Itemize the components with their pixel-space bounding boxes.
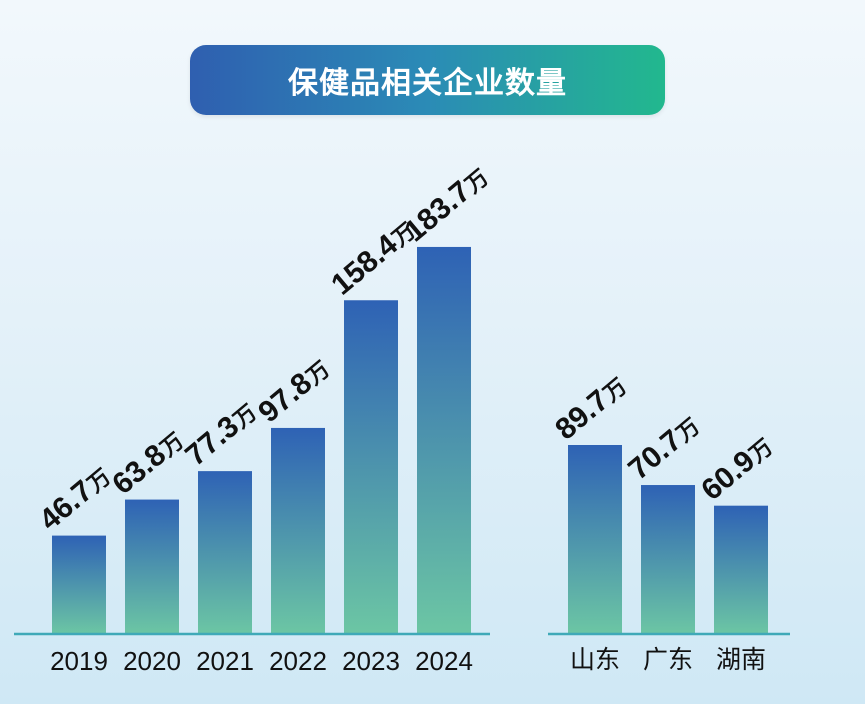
data-label-2024: 183.7万 xyxy=(398,160,494,248)
bar-2020 xyxy=(125,499,179,634)
bar-山东 xyxy=(568,445,622,634)
axis-layer: 2019 2020 2021 2022 2023 2024 山东 广东 湖南 xyxy=(14,632,790,676)
data-label-2021: 77.3万 xyxy=(179,395,263,473)
data-label-山东: 89.7万 xyxy=(549,369,633,447)
tick-label-2021: 2021 xyxy=(196,646,254,676)
data-label-湖南: 60.9万 xyxy=(695,429,779,507)
bar-2021 xyxy=(198,471,252,634)
bar-广东 xyxy=(641,485,695,634)
bar-2023 xyxy=(344,300,398,634)
chart-title: 保健品相关企业数量 xyxy=(288,66,567,101)
bar-2022 xyxy=(271,427,325,634)
data-label-2022: 97.8万 xyxy=(252,352,336,430)
data-label-2020: 63.8万 xyxy=(106,423,190,501)
tick-label-2019: 2019 xyxy=(50,646,108,676)
labels-layer: 46.7万63.8万77.3万97.8万158.4万183.7万89.7万70.… xyxy=(33,160,779,537)
bar-湖南 xyxy=(714,505,768,634)
tick-label-2020: 2020 xyxy=(123,646,181,676)
tick-label-广东: 广东 xyxy=(643,645,693,674)
tick-label-2022: 2022 xyxy=(269,646,327,676)
tick-label-山东: 山东 xyxy=(570,645,620,674)
bar-2024 xyxy=(417,246,471,635)
data-label-广东: 70.7万 xyxy=(622,409,706,487)
data-label-2019: 46.7万 xyxy=(33,459,117,537)
tick-label-湖南: 湖南 xyxy=(716,645,766,674)
tick-label-2024: 2024 xyxy=(415,646,473,676)
bar-2019 xyxy=(52,535,106,634)
tick-label-2023: 2023 xyxy=(342,646,400,676)
bars-layer xyxy=(52,246,768,635)
title-banner: 保健品相关企业数量 xyxy=(190,45,665,115)
